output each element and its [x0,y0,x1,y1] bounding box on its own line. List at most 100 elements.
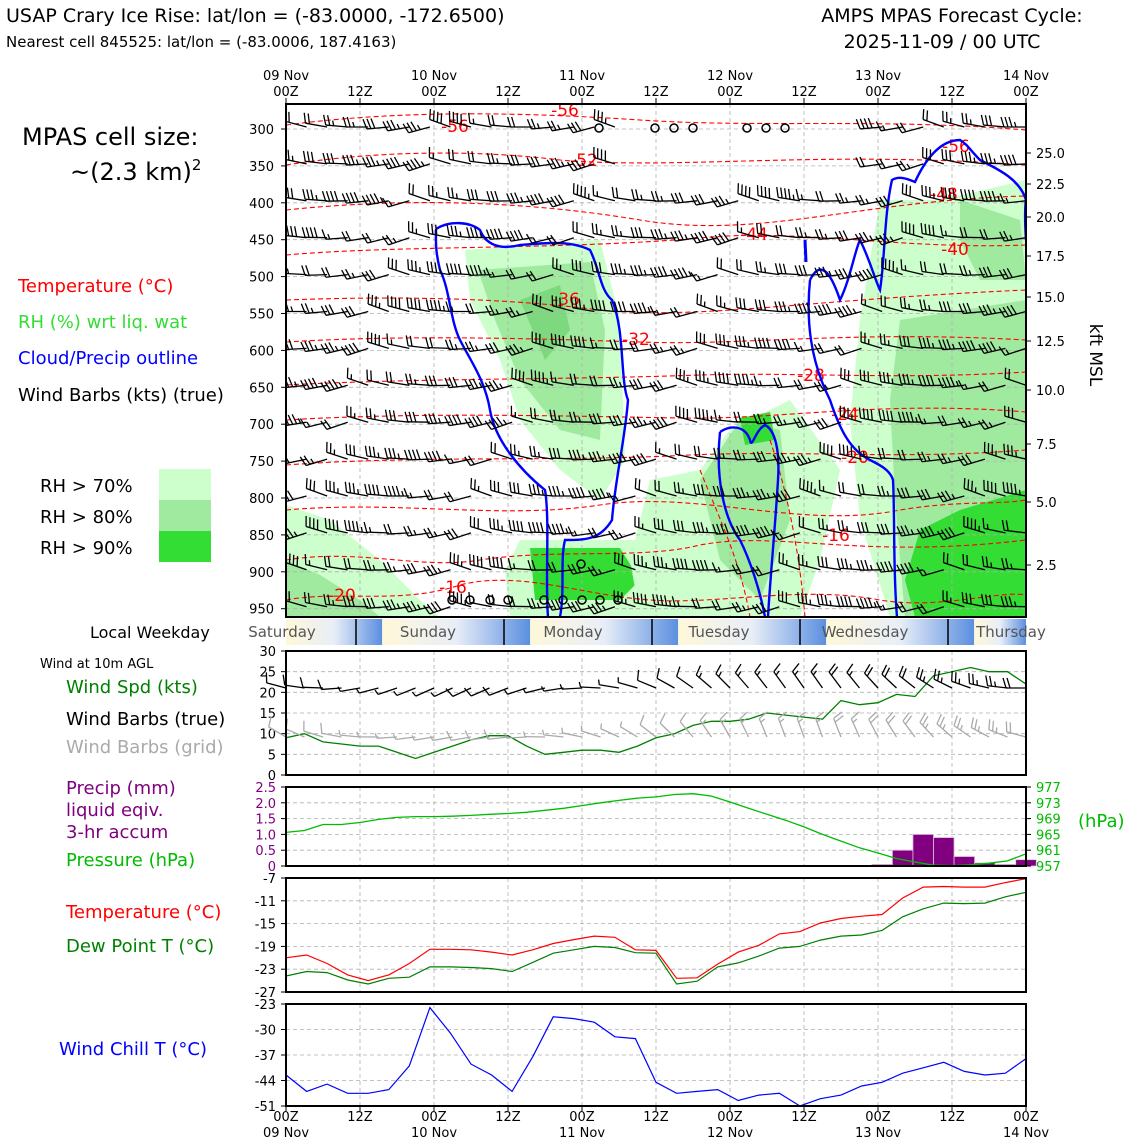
barb-full [1005,558,1009,569]
barb-half [499,383,504,389]
barb-full [575,487,581,498]
top-time-tick-line: 00Z [569,85,595,100]
upper-air-barb [485,228,513,240]
bottom-time-tick-line: 11 Nov [559,1126,605,1140]
pressure-tick-label: 300 [249,123,274,138]
barb-full [937,454,944,464]
barb-full [345,230,352,241]
barb-half [401,490,404,497]
upper-air-barb [900,259,924,276]
barb-full [611,186,615,198]
barb-full [386,561,393,572]
barb-full [863,663,871,674]
barb-full [342,596,347,607]
barb-full [411,449,417,460]
barb-full [698,231,705,242]
barb-full [473,264,479,276]
barb-full [736,449,742,460]
barb-full [961,455,969,465]
barb-full [656,556,660,568]
barb-full [341,193,347,204]
barb-shaft [268,726,287,738]
upper-air-barb [716,295,739,313]
upper-air-barb [367,331,389,350]
barb-full [492,342,500,352]
barb-full [695,597,701,609]
barb-full [899,122,907,133]
barb-shaft [618,681,638,689]
barb-shaft [452,687,472,697]
temperature-line [285,878,1027,982]
barb-full [776,453,783,464]
upper-air-barb [857,483,883,497]
upper-air-barb [860,293,883,313]
barb-full [591,603,599,613]
upper-air-barb [732,449,759,461]
barb-full [595,602,603,612]
barb-full [948,188,952,199]
barb-full [588,413,594,424]
barb-full [389,372,393,383]
barb-full [941,377,948,388]
barb-full [301,227,306,238]
barb-full [855,598,861,609]
upper-air-barb [325,479,348,497]
barb-full [550,599,557,610]
barb-half [1018,489,1021,496]
barb-full [569,373,574,384]
barb-full [780,452,787,463]
barb-full [793,379,800,390]
upper-air-barb [916,603,944,615]
barb-full [939,225,944,236]
barb-half [698,672,703,678]
barb-full [311,377,318,388]
barb-full [924,488,931,499]
upper-air-barb [856,521,883,534]
barb-full [283,187,284,197]
surface-barb-true [559,684,583,690]
barb-half [274,381,276,386]
barb-half [828,270,832,277]
upper-air-barb [384,409,410,423]
upper-air-barb [734,335,759,350]
upper-air-barb [526,118,554,130]
title-right-2: 2025-11-09 / 00 UTC [844,31,1041,53]
upper-air-barb [836,557,862,571]
upper-air-barb [978,341,1006,354]
calm-circle [761,123,771,133]
surface-barb-grid [268,716,287,738]
barb-full [1008,116,1013,128]
barb-full [660,594,664,606]
barb-full [724,523,729,534]
barb-full [758,337,762,348]
barb-full [714,371,718,382]
barb-full [970,717,975,728]
upper-air-barb [695,331,718,350]
upper-air-barb [710,195,739,208]
barb-full [776,186,779,198]
barb-full [616,452,623,463]
barb-full [410,159,418,169]
pressure-tick-label: 950 [249,603,274,618]
barb-full [553,409,557,421]
barb-full [445,688,454,697]
barb-shaft [562,732,583,738]
barb-half [742,454,746,460]
barb-half [411,735,415,741]
title-right-1: AMPS MPAS Forecast Cycle: [821,5,1082,27]
barb-full [576,449,581,460]
upper-air-barb [854,231,883,244]
barb-full [936,714,942,725]
barb-full [294,226,298,237]
barb-half [1009,234,1013,241]
barb-full [900,563,907,574]
barb-full [818,266,824,278]
barb-full [921,375,927,386]
upper-air-barb [671,596,698,608]
barb-full [657,518,660,530]
top-time-tick-line: 09 Nov [263,69,309,84]
barb-full [735,525,742,536]
barb-full [391,485,396,497]
barb-full [300,341,306,352]
